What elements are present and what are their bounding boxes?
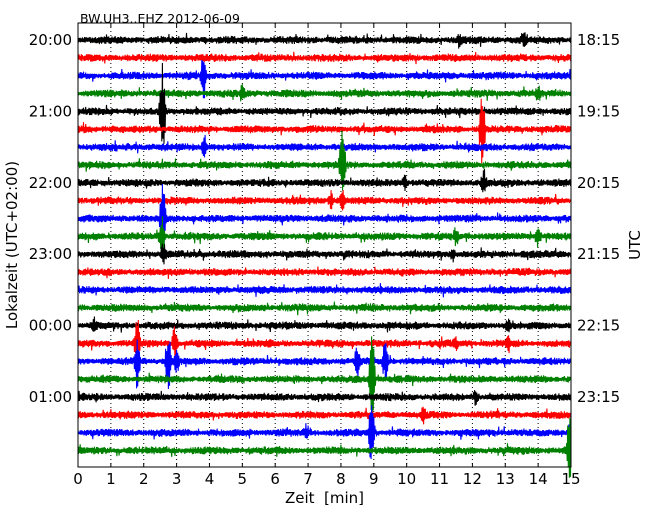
seismic-trace [77,301,572,316]
chart-title: BW.UH3..EHZ 2012-06-09 [80,11,240,26]
x-tick-label: 4 [205,470,215,488]
seismic-trace [77,189,572,211]
seismic-trace [77,417,572,478]
left-time-label: 20:00 [29,31,72,49]
seismic-trace [77,184,572,260]
seismic-trace [77,51,572,65]
grid-lines [110,23,539,467]
right-utc-label: 20:15 [577,174,620,192]
left-time-label: 00:00 [29,317,72,335]
x-tick-label: 5 [238,470,248,488]
seismic-trace [77,62,572,144]
left-time-label: 21:00 [29,102,72,120]
right-utc-label: 22:15 [577,317,620,335]
right-utc-axis: 18:15 19:15 20:15 21:15 22:15 23:15 [567,31,620,406]
left-time-axis: 20:00 21:00 22:00 23:00 00:00 01:00 [29,31,82,406]
x-tick-label: 14 [529,470,548,488]
left-time-label: 23:00 [29,245,72,263]
x-tick-label: 0 [73,470,83,488]
right-utc-label: 18:15 [577,31,620,49]
x-tick-label: 1 [106,470,116,488]
left-time-label: 22:00 [29,174,72,192]
trace-group [77,32,572,478]
seismic-trace [77,336,572,438]
seismic-trace [77,84,572,102]
x-tick-label: 15 [561,470,580,488]
x-tick-label: 2 [139,470,149,488]
seismic-trace [77,168,572,193]
right-utc-label: 23:15 [577,388,620,406]
y-axis-label-right: UTC [626,230,644,260]
x-axis-ticks: 0 1 2 3 4 5 6 7 8 9 10 11 12 13 14 15 [73,23,581,488]
seismic-trace [77,406,572,425]
x-axis-label: Zeit [min] [285,489,364,507]
seismic-trace [77,339,572,390]
x-tick-label: 12 [463,470,482,488]
left-time-label: 01:00 [29,388,72,406]
x-tick-label: 3 [172,470,182,488]
x-tick-label: 8 [336,470,346,488]
seismic-trace [77,134,572,158]
seismic-trace [77,130,572,192]
seismic-trace [77,390,572,406]
seismic-trace [77,216,572,258]
seismic-trace [77,319,572,371]
plot-frame [77,22,572,468]
seismic-trace [77,59,572,99]
seismic-trace [77,266,572,279]
x-tick-label: 6 [270,470,280,488]
seismic-trace [77,405,572,460]
y-axis-label-left: Lokalzeit (UTC+02:00) [3,161,21,329]
seismic-trace [77,283,572,298]
right-utc-label: 19:15 [577,102,620,120]
seismic-trace [77,32,572,49]
x-tick-label: 9 [369,470,379,488]
seismic-trace [77,243,572,265]
x-tick-label: 7 [303,470,313,488]
right-utc-label: 21:15 [577,245,620,263]
x-tick-label: 13 [496,470,515,488]
x-tick-label: 11 [430,470,449,488]
seismic-trace [77,98,572,164]
x-tick-label: 10 [397,470,416,488]
seismic-trace [77,316,572,333]
